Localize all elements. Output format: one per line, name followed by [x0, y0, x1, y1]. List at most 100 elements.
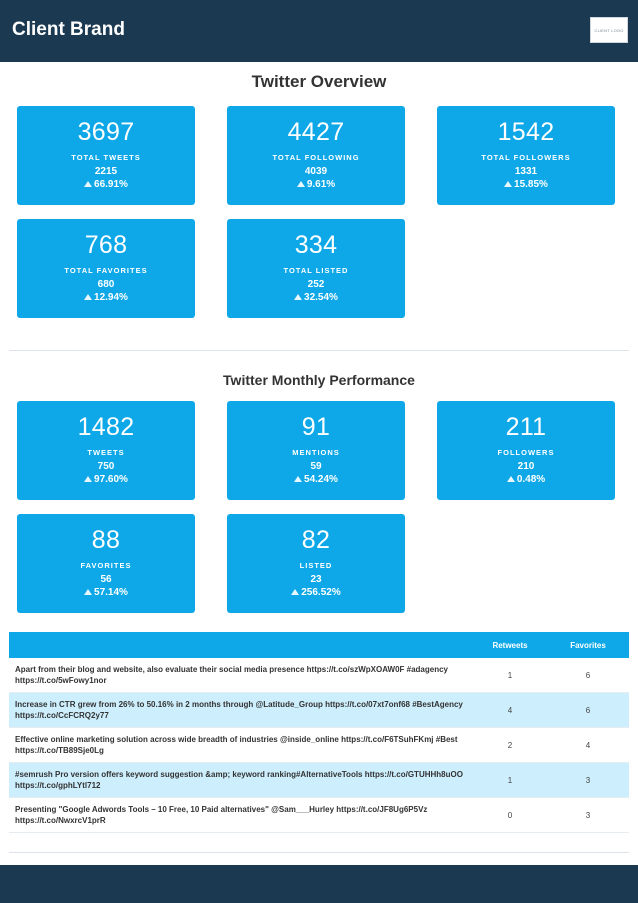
favorites-header: Favorites	[570, 641, 606, 650]
retweet-count: 0	[507, 811, 513, 820]
table-row: Presenting "Google Adwords Tools – 10 Fr…	[9, 798, 629, 833]
retweets-header: Retweets	[492, 641, 528, 650]
table-row: Effective online marketing solution acro…	[9, 728, 629, 763]
card-label: FAVORITES	[80, 561, 132, 570]
card-value: 1542	[497, 118, 555, 146]
up-triangle-icon	[84, 294, 93, 300]
up-triangle-icon	[504, 181, 513, 187]
card-change: 15.85%	[437, 179, 615, 190]
client-logo: CLIENT LOGO	[590, 17, 628, 43]
favorite-count: 4	[585, 741, 591, 750]
favorite-count: 6	[585, 671, 591, 680]
card-label: TOTAL FOLLOWERS	[481, 153, 571, 162]
card-previous: 210	[517, 461, 535, 472]
up-triangle-icon	[294, 294, 303, 300]
overview-card-following: 4427 TOTAL FOLLOWING 4039 9.61%	[227, 106, 405, 205]
card-label: TOTAL LISTED	[283, 266, 349, 275]
card-change-value: 0.48%	[516, 474, 546, 485]
favorite-count: 3	[585, 776, 591, 785]
favorite-count: 6	[585, 706, 591, 715]
retweet-count: 2	[507, 741, 513, 750]
card-value: 768	[84, 231, 128, 259]
card-value: 334	[294, 231, 338, 259]
card-previous: 750	[97, 461, 115, 472]
tweet-text[interactable]: #semrush Pro version offers keyword sugg…	[15, 770, 463, 790]
card-label: MENTIONS	[292, 448, 340, 457]
card-value: 3697	[77, 118, 135, 146]
up-triangle-icon	[294, 476, 303, 482]
retweet-count: 4	[507, 706, 513, 715]
favorite-count: 3	[585, 811, 591, 820]
table-row: Increase in CTR grew from 26% to 50.16% …	[9, 693, 629, 728]
up-triangle-icon	[506, 476, 515, 482]
card-change-value: 15.85%	[514, 179, 548, 190]
card-change: 66.91%	[17, 179, 195, 190]
monthly-card-favorites: 88 FAVORITES 56 57.14%	[17, 514, 195, 613]
page-header: Client Brand CLIENT LOGO	[0, 0, 638, 62]
card-change: 54.24%	[227, 474, 405, 485]
card-previous: 4039	[304, 166, 328, 177]
up-triangle-icon	[84, 589, 93, 595]
page-footer	[0, 865, 638, 903]
card-previous: 59	[310, 461, 322, 472]
up-triangle-icon	[291, 589, 300, 595]
brand-name: Client Brand	[12, 19, 125, 40]
card-change: 256.52%	[227, 587, 405, 598]
card-change-value: 9.61%	[306, 179, 336, 190]
tweet-text[interactable]: Apart from their blog and website, also …	[15, 665, 448, 685]
table-row: Apart from their blog and website, also …	[9, 658, 629, 693]
retweet-count: 1	[507, 776, 513, 785]
card-previous: 680	[97, 279, 115, 290]
up-triangle-icon	[296, 181, 305, 187]
card-change-value: 12.94%	[94, 292, 128, 303]
card-previous: 252	[307, 279, 325, 290]
tweet-text[interactable]: Increase in CTR grew from 26% to 50.16% …	[15, 700, 463, 720]
overview-card-listed: 334 TOTAL LISTED 252 32.54%	[227, 219, 405, 318]
card-change-value: 57.14%	[94, 587, 128, 598]
card-change-value: 54.24%	[304, 474, 338, 485]
card-change-value: 32.54%	[304, 292, 338, 303]
card-previous: 1331	[514, 166, 538, 177]
card-label: TOTAL FOLLOWING	[272, 153, 360, 162]
table-header: Retweets Favorites	[9, 632, 629, 658]
monthly-card-mentions: 91 MENTIONS 59 54.24%	[227, 401, 405, 500]
card-change: 0.48%	[437, 474, 615, 485]
card-value: 91	[301, 413, 331, 441]
monthly-card-followers: 211 FOLLOWERS 210 0.48%	[437, 401, 615, 500]
overview-title: Twitter Overview	[251, 72, 387, 91]
card-change-value: 66.91%	[94, 179, 128, 190]
section-divider	[9, 350, 629, 351]
monthly-card-tweets: 1482 TWEETS 750 97.60%	[17, 401, 195, 500]
card-change-value: 256.52%	[301, 587, 341, 598]
monthly-card-listed: 82 LISTED 23 256.52%	[227, 514, 405, 613]
tweet-text[interactable]: Effective online marketing solution acro…	[15, 735, 458, 755]
tweet-text[interactable]: Presenting "Google Adwords Tools – 10 Fr…	[15, 805, 428, 825]
card-previous: 56	[100, 574, 112, 585]
monthly-title: Twitter Monthly Performance	[223, 372, 415, 388]
overview-card-tweets: 3697 TOTAL TWEETS 2215 66.91%	[17, 106, 195, 205]
retweet-count: 1	[507, 671, 513, 680]
table-row: #semrush Pro version offers keyword sugg…	[9, 763, 629, 798]
card-change: 97.60%	[17, 474, 195, 485]
up-triangle-icon	[84, 476, 93, 482]
card-previous: 23	[310, 574, 322, 585]
card-label: TWEETS	[87, 448, 125, 457]
up-triangle-icon	[84, 181, 93, 187]
card-label: TOTAL FAVORITES	[64, 266, 148, 275]
card-label: TOTAL TWEETS	[71, 153, 141, 162]
card-label: FOLLOWERS	[497, 448, 555, 457]
top-tweets-table: Retweets Favorites Apart from their blog…	[9, 632, 629, 833]
card-value: 82	[301, 526, 331, 554]
card-previous: 2215	[94, 166, 118, 177]
card-change: 32.54%	[227, 292, 405, 303]
card-change: 12.94%	[17, 292, 195, 303]
card-change: 9.61%	[227, 179, 405, 190]
card-label: LISTED	[299, 561, 333, 570]
card-value: 88	[91, 526, 121, 554]
card-value: 4427	[287, 118, 345, 146]
card-change-value: 97.60%	[94, 474, 128, 485]
card-value: 211	[505, 413, 547, 441]
section-divider	[9, 852, 629, 853]
card-value: 1482	[77, 413, 135, 441]
overview-card-followers: 1542 TOTAL FOLLOWERS 1331 15.85%	[437, 106, 615, 205]
